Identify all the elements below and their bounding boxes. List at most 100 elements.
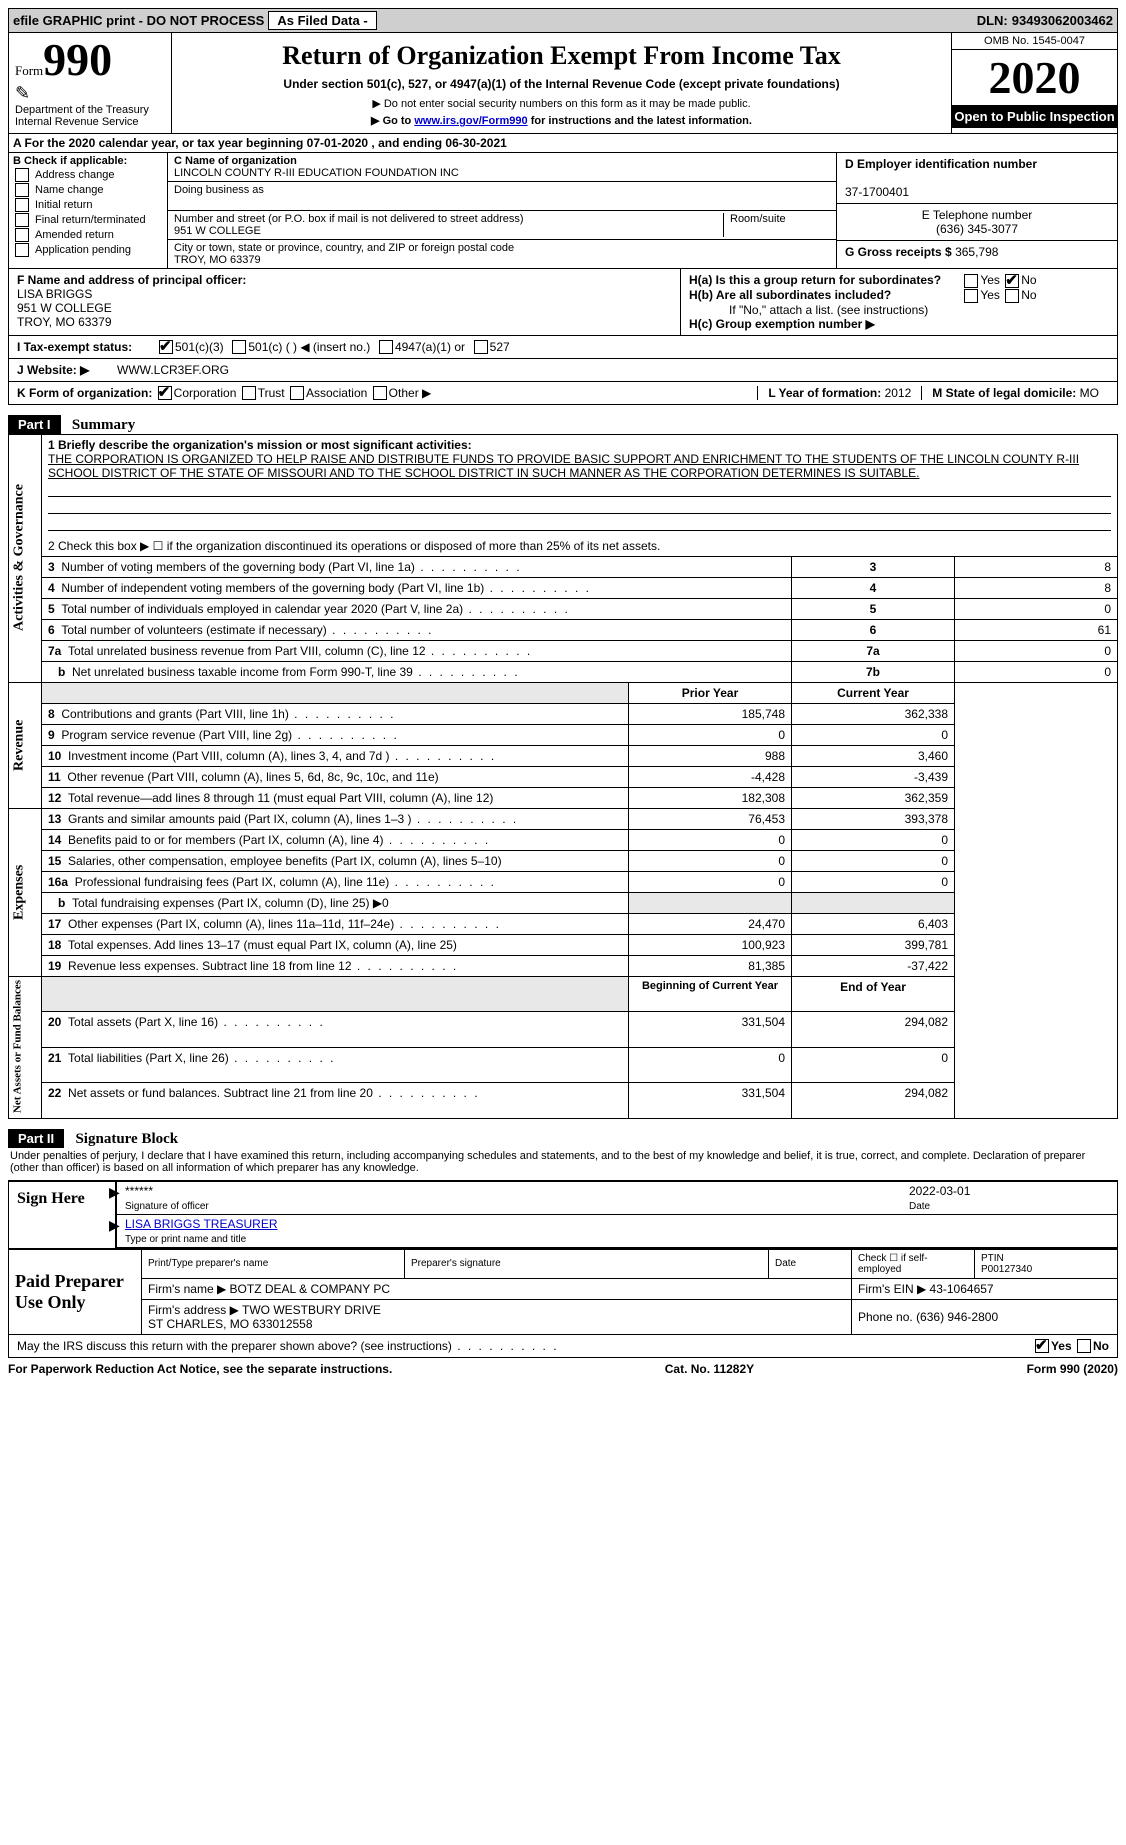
signature-section: Sign Here ▶ ****** Signature of officer … xyxy=(8,1180,1118,1249)
vert-activities: Activities & Governance xyxy=(9,434,42,682)
table-row: 19 Revenue less expenses. Subtract line … xyxy=(9,955,1118,976)
gross-value: 365,798 xyxy=(955,245,998,259)
city-value: TROY, MO 63379 xyxy=(174,254,261,266)
ha-no[interactable] xyxy=(1005,274,1019,288)
col-b-checkboxes: B Check if applicable: Address change Na… xyxy=(9,153,168,268)
cb-4947[interactable] xyxy=(379,340,393,354)
hb-yes[interactable] xyxy=(964,289,978,303)
cb-527[interactable] xyxy=(474,340,488,354)
table-row: 20 Total assets (Part X, line 16)331,504… xyxy=(9,1012,1118,1048)
check-self-employed: Check ☐ if self-employed xyxy=(852,1249,975,1278)
tax-year: 2020 xyxy=(952,50,1117,105)
firm-ein: 43-1064657 xyxy=(930,1282,994,1296)
section-fh: F Name and address of principal officer:… xyxy=(8,269,1118,336)
ha-yes[interactable] xyxy=(964,274,978,288)
cat-number: Cat. No. 11282Y xyxy=(665,1362,754,1376)
dba-label: Doing business as xyxy=(174,184,264,196)
cb-final-return[interactable]: Final return/terminated xyxy=(13,213,163,227)
officer-addr2: TROY, MO 63379 xyxy=(17,315,112,329)
irs-link[interactable]: www.irs.gov/Form990 xyxy=(414,115,527,127)
table-row: 5 Total number of individuals employed i… xyxy=(9,598,1118,619)
city-label: City or town, state or province, country… xyxy=(174,242,514,254)
section-bcd: B Check if applicable: Address change Na… xyxy=(8,153,1118,269)
table-row: 12 Total revenue—add lines 8 through 11 … xyxy=(9,787,1118,808)
efile-text: efile GRAPHIC print - DO NOT PROCESS xyxy=(13,13,264,28)
vert-netassets: Net Assets or Fund Balances xyxy=(9,976,42,1118)
form-number: 990 xyxy=(43,34,112,85)
cb-amended[interactable]: Amended return xyxy=(13,228,163,242)
dln-value: 93493062003462 xyxy=(1012,13,1113,28)
sign-here-label: Sign Here xyxy=(9,1182,115,1248)
ein-value: 37-1700401 xyxy=(845,185,909,199)
ha-label: H(a) Is this a group return for subordin… xyxy=(689,273,959,287)
signature-date: 2022-03-01 xyxy=(909,1184,970,1198)
cb-501c3[interactable] xyxy=(159,340,173,354)
omb-number: OMB No. 1545-0047 xyxy=(952,33,1117,50)
cb-trust[interactable] xyxy=(242,386,256,400)
ptin-value: P00127340 xyxy=(981,1264,1032,1275)
penalty-text: Under penalties of perjury, I declare th… xyxy=(8,1148,1118,1176)
form-subtitle: Under section 501(c), 527, or 4947(a)(1)… xyxy=(178,77,945,91)
table-row: 8 Contributions and grants (Part VIII, l… xyxy=(9,703,1118,724)
year-formation: 2012 xyxy=(885,386,912,400)
paid-preparer-label: Paid Preparer Use Only xyxy=(9,1249,142,1334)
cb-name-change[interactable]: Name change xyxy=(13,183,163,197)
table-row: 15 Salaries, other compensation, employe… xyxy=(9,850,1118,871)
table-row: 21 Total liabilities (Part X, line 26)00 xyxy=(9,1047,1118,1083)
form-header: Form990 ✎ Department of the Treasury Int… xyxy=(8,33,1118,134)
table-row: b Total fundraising expenses (Part IX, c… xyxy=(9,892,1118,913)
table-row: 9 Program service revenue (Part VIII, li… xyxy=(9,724,1118,745)
cb-corporation[interactable] xyxy=(158,386,172,400)
table-row: 22 Net assets or fund balances. Subtract… xyxy=(9,1083,1118,1119)
room-label: Room/suite xyxy=(730,213,786,225)
asfiled-box: As Filed Data - xyxy=(268,11,376,30)
vert-revenue: Revenue xyxy=(9,682,42,808)
table-row: 17 Other expenses (Part IX, column (A), … xyxy=(9,913,1118,934)
preparer-table: Paid Preparer Use Only Print/Type prepar… xyxy=(8,1249,1118,1335)
form-footer: Form 990 (2020) xyxy=(1027,1362,1118,1376)
cb-application-pending[interactable]: Application pending xyxy=(13,243,163,257)
part2-header: Part II Signature Block xyxy=(8,1119,1118,1148)
cb-501c[interactable] xyxy=(232,340,246,354)
addr-value: 951 W COLLEGE xyxy=(174,225,261,237)
form-note1: ▶ Do not enter social security numbers o… xyxy=(178,97,945,110)
cb-other[interactable] xyxy=(373,386,387,400)
hb-no[interactable] xyxy=(1005,289,1019,303)
signature-stars: ****** xyxy=(125,1184,153,1198)
org-name-label: C Name of organization xyxy=(174,155,297,167)
addr-label: Number and street (or P.O. box if mail i… xyxy=(174,213,524,225)
may-irs-yes[interactable] xyxy=(1035,1339,1049,1353)
col-current-year: Current Year xyxy=(792,682,955,703)
row-i-tax-status: I Tax-exempt status: 501(c)(3) 501(c) ( … xyxy=(8,336,1118,359)
table-row: 11 Other revenue (Part VIII, column (A),… xyxy=(9,766,1118,787)
row-a-taxyear: A For the 2020 calendar year, or tax yea… xyxy=(8,134,1118,153)
table-row: 14 Benefits paid to or for members (Part… xyxy=(9,829,1118,850)
form-note2: ▶ Go to www.irs.gov/Form990 for instruct… xyxy=(178,114,945,127)
open-to-public: Open to Public Inspection xyxy=(952,105,1117,128)
summary-table: Activities & Governance 1 Briefly descri… xyxy=(8,434,1118,1119)
vert-expenses: Expenses xyxy=(9,808,42,976)
may-irs-row: May the IRS discuss this return with the… xyxy=(8,1335,1118,1358)
mission-text: THE CORPORATION IS ORGANIZED TO HELP RAI… xyxy=(48,452,1079,480)
efile-topbar: efile GRAPHIC print - DO NOT PROCESS As … xyxy=(8,8,1118,33)
cb-association[interactable] xyxy=(290,386,304,400)
prep-date-label: Date xyxy=(769,1249,852,1278)
col-d-right: D Employer identification number 37-1700… xyxy=(836,153,1117,268)
website-value: WWW.LCR3EF.ORG xyxy=(117,363,229,377)
cb-address-change[interactable]: Address change xyxy=(13,168,163,182)
table-row: 7a Total unrelated business revenue from… xyxy=(9,640,1118,661)
may-irs-no[interactable] xyxy=(1077,1339,1091,1353)
officer-addr1: 951 W COLLEGE xyxy=(17,301,112,315)
officer-name-link[interactable]: LISA BRIGGS TREASURER xyxy=(125,1217,278,1231)
cb-initial-return[interactable]: Initial return xyxy=(13,198,163,212)
table-row: 6 Total number of volunteers (estimate i… xyxy=(9,619,1118,640)
hb-note: If "No," attach a list. (see instruction… xyxy=(689,303,1109,317)
table-row: 18 Total expenses. Add lines 13–17 (must… xyxy=(9,934,1118,955)
col-end-year: End of Year xyxy=(792,976,955,1012)
prep-sig-label: Preparer's signature xyxy=(405,1249,769,1278)
table-row: 16a Professional fundraising fees (Part … xyxy=(9,871,1118,892)
col-prior-year: Prior Year xyxy=(629,682,792,703)
dept-label: Department of the Treasury xyxy=(15,104,165,116)
q2-text: 2 Check this box ▶ ☐ if the organization… xyxy=(48,539,660,553)
row-k-formorg: K Form of organization: Corporation Trus… xyxy=(8,382,1118,405)
